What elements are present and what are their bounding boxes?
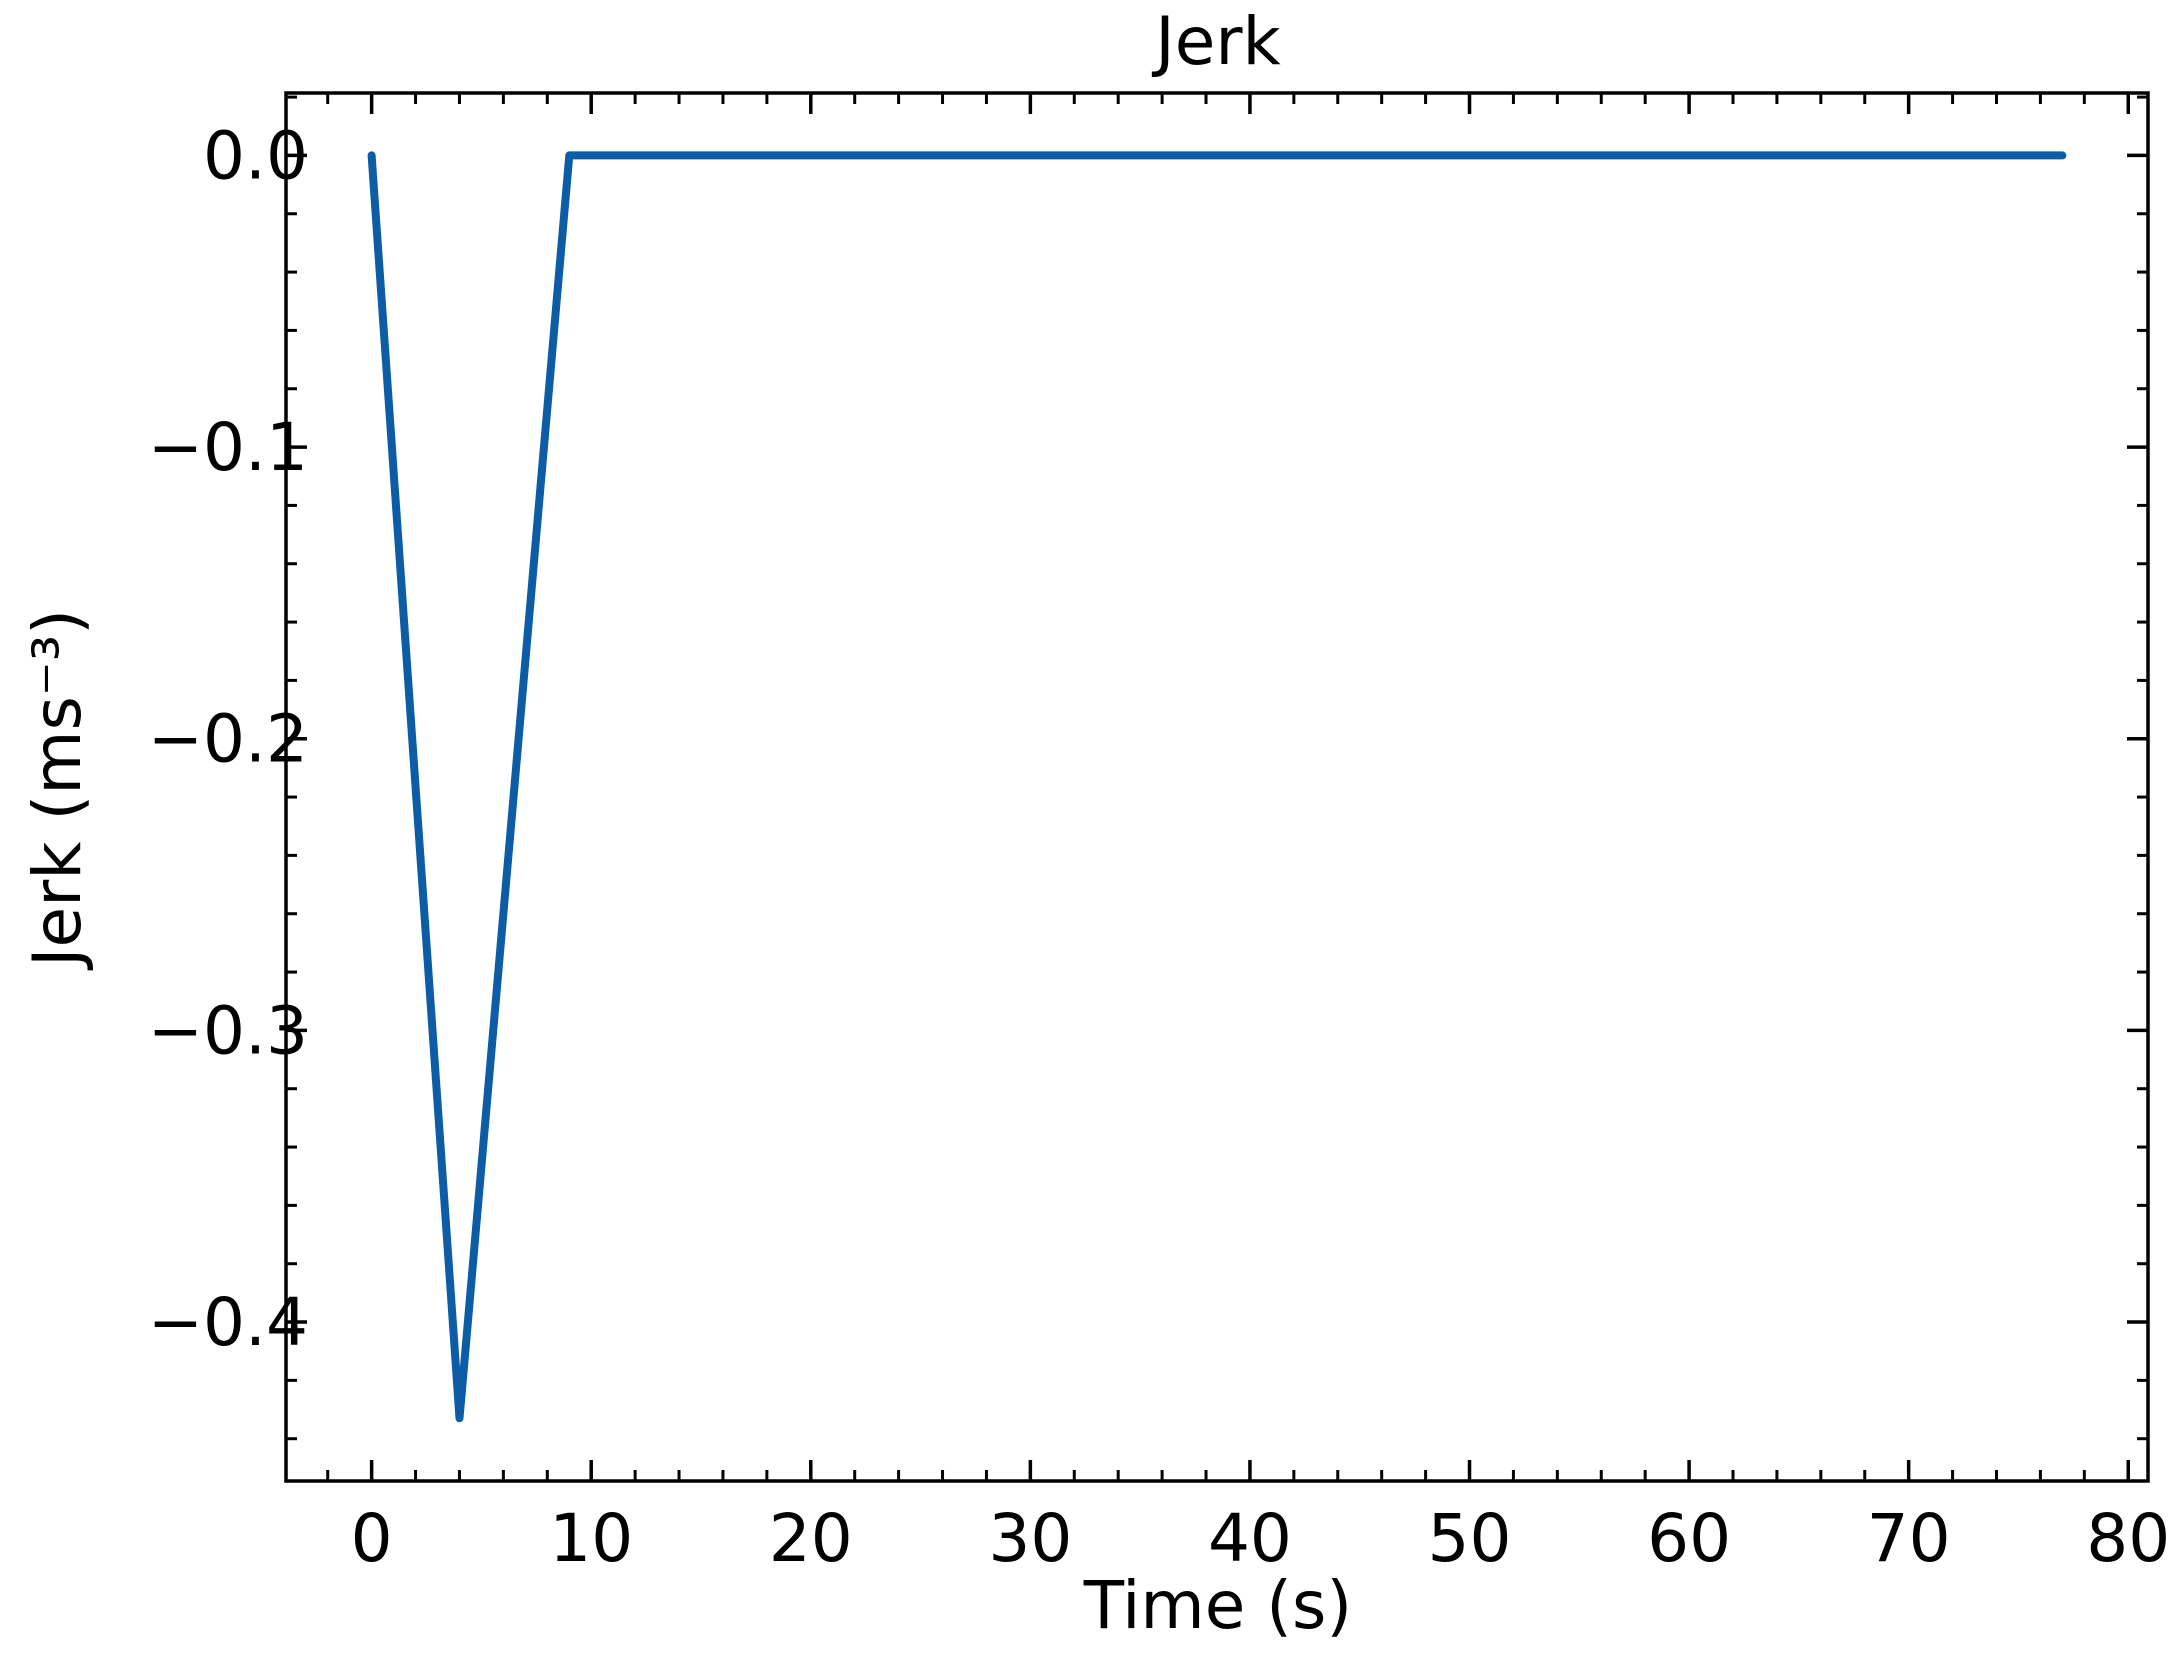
x-tick-label: 30 [988,1500,1072,1577]
y-tick-label: −0.3 [148,992,308,1069]
x-tick-label: 40 [1208,1500,1292,1577]
x-tick-label: 0 [351,1500,393,1577]
x-tick-label: 10 [549,1500,633,1577]
axis-ticks [286,93,2148,1481]
tick-labels: 0 10 20 30 40 50 60 70 80 0.0 −0.1 −0.2 −0.3 −0.4 [148,117,2170,1577]
plot-frame [284,91,2150,1483]
y-tick-label: −0.4 [148,1284,308,1361]
y-tick-label: −0.1 [148,409,308,486]
x-axis-label: Time (s) [1083,1567,1352,1644]
y-tick-label: 0.0 [203,117,308,194]
x-tick-label: 50 [1428,1500,1512,1577]
chart-title: Jerk [1151,3,1281,80]
x-tick-label: 60 [1647,1500,1731,1577]
y-axis-label: Jerk (ms⁻³) [19,609,96,971]
series-line [367,151,2067,1423]
series-layer [367,151,2067,1423]
x-tick-label: 20 [769,1500,853,1577]
x-tick-label: 70 [1867,1500,1951,1577]
y-tick-label: −0.2 [148,701,308,778]
x-tick-label: 80 [2086,1500,2170,1577]
